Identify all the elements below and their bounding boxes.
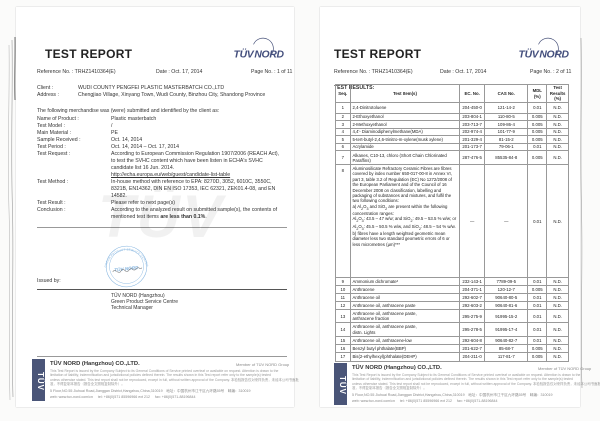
svg-text:GREEN PRODUCT SERVICE CENTER: GREEN PRODUCT SERVICE CENTER [103,248,149,268]
svg-text:TÜVNORD: TÜVNORD [234,48,285,60]
svg-text:TÜVNORD: TÜVNORD [519,48,570,60]
